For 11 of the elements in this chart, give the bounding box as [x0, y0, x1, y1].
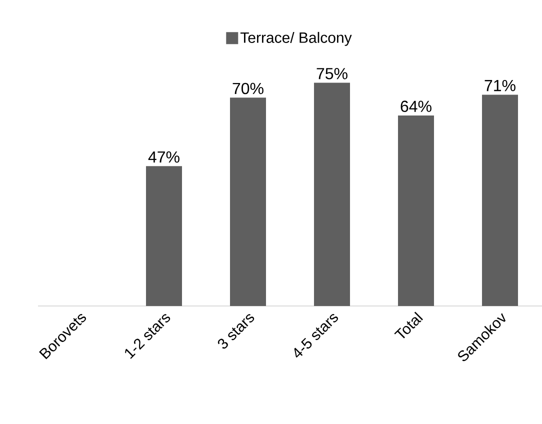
bar: [482, 94, 518, 306]
data-label: 75%: [316, 68, 348, 80]
bar: [146, 166, 182, 306]
bar: [398, 116, 434, 306]
bar: [230, 98, 266, 306]
data-label: 64%: [400, 100, 432, 112]
legend-label: Terrace/ Balcony: [240, 32, 352, 46]
data-label: 70%: [232, 82, 264, 94]
data-label: 71%: [484, 80, 516, 92]
bar: [314, 82, 350, 306]
data-label: 47%: [148, 151, 180, 163]
